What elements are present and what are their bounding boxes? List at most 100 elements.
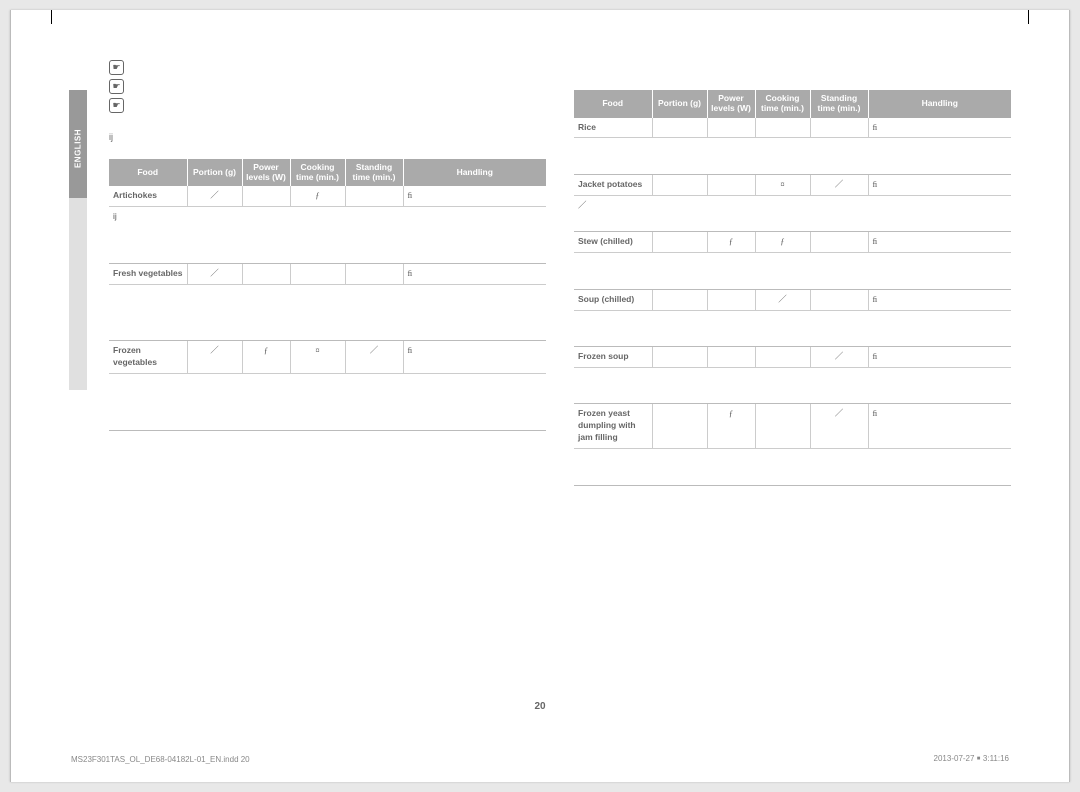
col-power: Power levels (W) <box>707 90 755 118</box>
cell-food: Fresh vegetables <box>109 263 187 283</box>
pointer-icon: ☛ <box>109 79 124 94</box>
cell-handling: ﬁ <box>868 118 1011 138</box>
cell-handling: ﬁ <box>403 186 546 206</box>
cell-cooking <box>755 404 810 448</box>
table-row-handling: ĳ <box>109 206 546 262</box>
cell-portion <box>652 404 707 448</box>
cell-cooking: ¤ <box>290 341 345 373</box>
cooking-table-left: Food Portion (g) Power levels (W) Cookin… <box>109 159 546 431</box>
intro-block: ☛ ☛ ☛ <box>109 60 546 113</box>
col-cooking: Cooking time (min.) <box>755 90 810 118</box>
col-portion: Portion (g) <box>652 90 707 118</box>
table-row-handling: ／ <box>574 195 1011 231</box>
col-standing: Standing time (min.) <box>345 159 403 187</box>
handling-text <box>109 284 546 340</box>
cell-food: Frozen soup <box>574 347 652 367</box>
handling-text: ĳ <box>109 206 546 262</box>
handling-text <box>574 448 1011 484</box>
cell-portion <box>652 118 707 138</box>
cell-food: Frozen vegetables <box>109 341 187 373</box>
page: ENGLISH ☛ ☛ ☛ ĳ <box>10 10 1070 782</box>
table-row: Stew (chilled) ƒƒ ﬁ <box>574 232 1011 252</box>
cell-cooking: ／ <box>755 289 810 309</box>
table-row-handling <box>574 137 1011 173</box>
cell-cooking: ¤ <box>755 174 810 194</box>
handling-text <box>574 310 1011 346</box>
left-column: ☛ ☛ ☛ ĳ Food Portion (g) <box>69 60 546 742</box>
cell-handling: ﬁ <box>868 404 1011 448</box>
cell-handling: ﬁ <box>868 347 1011 367</box>
cell-handling: ﬁ <box>868 232 1011 252</box>
cell-standing <box>345 263 403 283</box>
cell-cooking <box>755 347 810 367</box>
cell-standing <box>810 289 868 309</box>
cell-power: ƒ <box>242 341 290 373</box>
cell-power <box>242 263 290 283</box>
table-row: Frozen soup ／ﬁ <box>574 347 1011 367</box>
intro-paragraph: ĳ <box>109 131 546 145</box>
table-row: Jacket potatoes ¤／ﬁ <box>574 174 1011 194</box>
cell-portion: ／ <box>187 186 242 206</box>
footer-timestamp: 2013-07-27 ￭ 3:11:16 <box>934 753 1009 764</box>
cell-handling: ﬁ <box>868 289 1011 309</box>
bullet-line: ☛ <box>109 98 546 113</box>
cell-power <box>707 289 755 309</box>
table-row-handling <box>109 373 546 429</box>
handling-text: ／ <box>574 195 1011 231</box>
table-row: Frozen vegetables／ƒ¤／ﬁ <box>109 341 546 373</box>
cell-portion <box>652 347 707 367</box>
cell-power <box>707 118 755 138</box>
col-standing: Standing time (min.) <box>810 90 868 118</box>
col-power: Power levels (W) <box>242 159 290 187</box>
col-portion: Portion (g) <box>187 159 242 187</box>
cell-power <box>242 186 290 206</box>
table-row: Artichokes／ ƒ ﬁ <box>109 186 546 206</box>
col-handling: Handling <box>868 90 1011 118</box>
table-row-handling <box>574 310 1011 346</box>
cell-cooking: ƒ <box>290 186 345 206</box>
table-row-handling <box>574 448 1011 484</box>
cell-cooking <box>290 263 345 283</box>
cell-power: ƒ <box>707 404 755 448</box>
col-cooking: Cooking time (min.) <box>290 159 345 187</box>
bullet-line: ☛ <box>109 60 546 75</box>
cell-portion <box>652 289 707 309</box>
pointer-icon: ☛ <box>109 60 124 75</box>
col-food: Food <box>109 159 187 187</box>
footer-filename: MS23F301TAS_OL_DE68-04182L-01_EN.indd 20 <box>71 755 250 764</box>
cooking-table-right: Food Portion (g) Power levels (W) Cookin… <box>574 90 1011 486</box>
cell-cooking <box>755 118 810 138</box>
right-column: Food Portion (g) Power levels (W) Cookin… <box>574 60 1011 742</box>
cell-food: Stew (chilled) <box>574 232 652 252</box>
cell-power: ƒ <box>707 232 755 252</box>
cell-food: Rice <box>574 118 652 138</box>
cell-food: Artichokes <box>109 186 187 206</box>
cell-power <box>707 347 755 367</box>
cell-food: Jacket potatoes <box>574 174 652 194</box>
table-row: Fresh vegetables／ﬁ <box>109 263 546 283</box>
table-row: Frozen yeast dumpling with jam fillingƒ／… <box>574 404 1011 448</box>
bullet-line: ☛ <box>109 79 546 94</box>
cell-standing: ／ <box>810 174 868 194</box>
cell-portion <box>652 232 707 252</box>
handling-text <box>574 367 1011 403</box>
cell-standing: ／ <box>810 347 868 367</box>
cell-food: Soup (chilled) <box>574 289 652 309</box>
handling-text <box>574 137 1011 173</box>
cell-standing: ／ <box>810 404 868 448</box>
cell-cooking: ƒ <box>755 232 810 252</box>
col-food: Food <box>574 90 652 118</box>
table-row: Rice ﬁ <box>574 118 1011 138</box>
cell-handling: ﬁ <box>868 174 1011 194</box>
cell-handling: ﬁ <box>403 263 546 283</box>
col-handling: Handling <box>403 159 546 187</box>
handling-text <box>109 373 546 429</box>
cell-standing: ／ <box>345 341 403 373</box>
cell-portion: ／ <box>187 341 242 373</box>
table-row-handling <box>574 252 1011 288</box>
table-header: Food Portion (g) Power levels (W) Cookin… <box>574 90 1011 118</box>
content-area: ☛ ☛ ☛ ĳ Food Portion (g) <box>69 60 1011 742</box>
cell-standing <box>810 232 868 252</box>
cell-portion <box>652 174 707 194</box>
page-number: 20 <box>534 701 545 712</box>
